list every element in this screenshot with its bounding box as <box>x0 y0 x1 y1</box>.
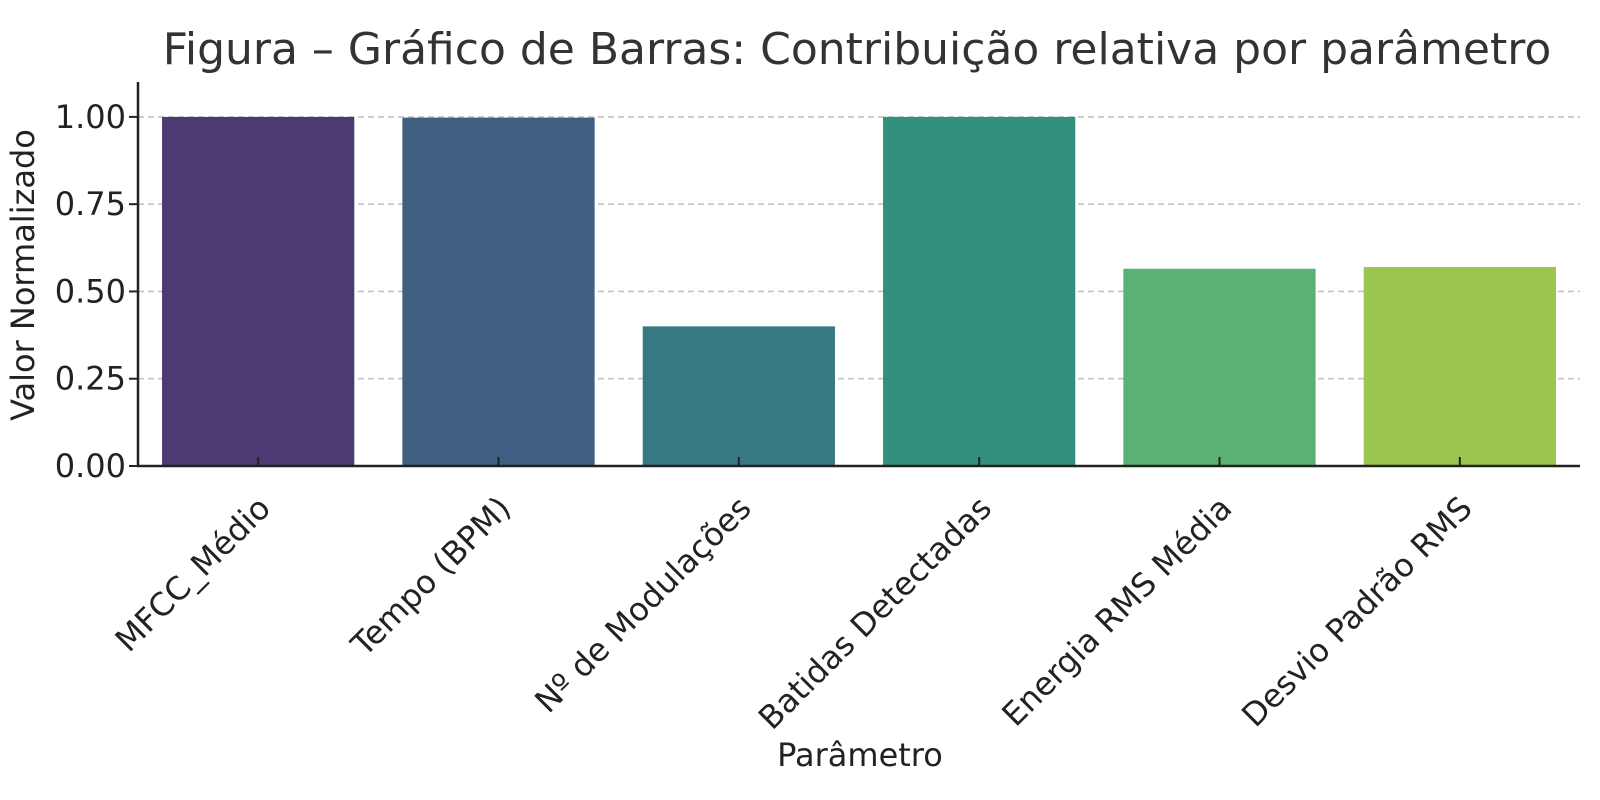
y-tick-label: 0.50 <box>55 272 126 310</box>
grid-lines <box>138 116 1580 380</box>
chart-title: Figura – Gráfico de Barras: Contribuição… <box>163 24 1552 75</box>
x-axis-label: Parâmetro <box>777 736 943 774</box>
bar <box>1123 268 1316 466</box>
y-axis-label: Valor Normalizado <box>4 129 42 421</box>
bar <box>162 116 355 466</box>
x-tick-label: MFCC_Médio <box>108 489 278 659</box>
x-ticks: MFCC_Médio Tempo (BPM) Nº de ModulaçõesBat… <box>108 457 1480 737</box>
x-tick-label: Batidas Detectadas <box>751 489 999 737</box>
x-tick-label: Tempo (BPM) <box>343 489 518 664</box>
x-tick-label: Nº de Modulações <box>527 489 758 720</box>
x-tick-label: Desvio Padrão RMS <box>1234 489 1479 734</box>
axes <box>136 82 1580 468</box>
y-tick-label: 0.75 <box>55 185 126 223</box>
bar <box>1363 267 1556 466</box>
bar <box>402 117 595 466</box>
x-tick-label: Energia RMS Média <box>994 489 1239 734</box>
bars <box>162 116 1556 466</box>
bar <box>642 326 835 466</box>
y-tick-label: 0.25 <box>55 360 126 398</box>
y-tick-label: 0.00 <box>55 447 126 485</box>
y-tick-label: 1.00 <box>55 98 126 136</box>
y-ticks: 0.00 0.25 0.50 0.75 1.00 <box>55 98 138 485</box>
bar <box>883 116 1076 466</box>
